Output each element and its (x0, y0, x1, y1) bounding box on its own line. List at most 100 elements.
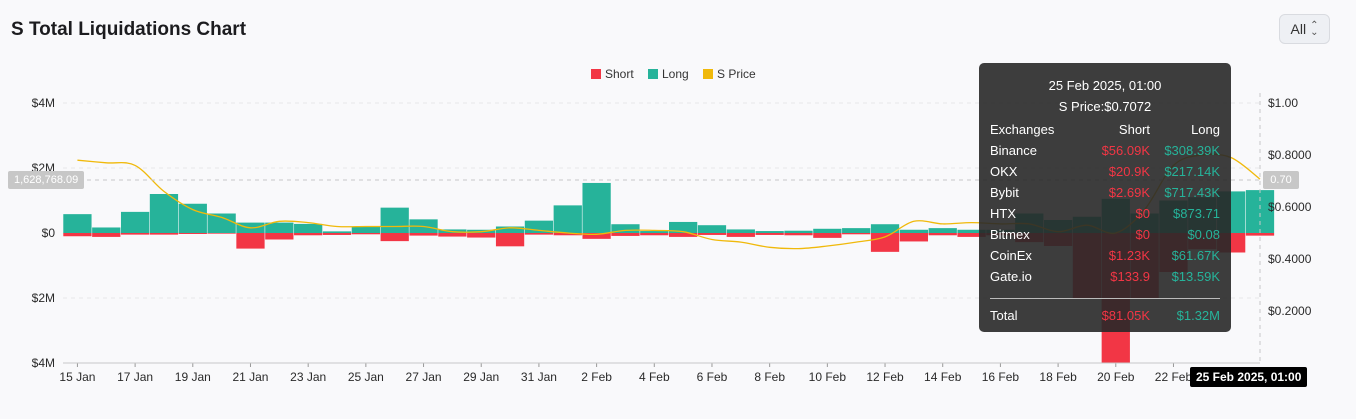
tooltip-total-short: $81.05K (1101, 308, 1150, 323)
tooltip-long: $0.08 (1187, 227, 1220, 242)
tooltip-long: $873.71 (1173, 206, 1220, 221)
x-tick-label: 31 Jan (521, 370, 557, 384)
tooltip-total-row: Total $81.05K $1.32M (990, 305, 1220, 326)
tooltip-header-long: Long (1191, 122, 1220, 137)
tooltip-long: $717.43K (1164, 185, 1220, 200)
x-tick-label: 12 Feb (866, 370, 904, 384)
tooltip-row: Bybit $2.69K $717.43K (990, 182, 1220, 203)
long-bar (149, 194, 179, 233)
legend-swatch (703, 69, 713, 79)
short-bar (842, 233, 871, 235)
long-bar (640, 231, 669, 233)
short-bar (870, 233, 900, 252)
tooltip-exchange: Gate.io (990, 269, 1032, 284)
tooltip-total-label: Total (990, 308, 1018, 323)
x-tick-label: 22 Feb (1155, 370, 1193, 384)
tooltip-long: $217.14K (1164, 164, 1220, 179)
tooltip-total-long: $1.32M (1176, 308, 1220, 323)
tooltip: 25 Feb 2025, 01:00 S Price:$0.7072 Excha… (979, 63, 1231, 332)
short-bar (380, 233, 409, 242)
tooltip-short: $133.9 (1110, 269, 1150, 284)
short-bar (668, 233, 698, 237)
long-bar (697, 225, 727, 233)
long-bar (813, 228, 842, 233)
tooltip-row: Binance $56.09K $308.39K (990, 140, 1220, 161)
long-bar (668, 221, 698, 233)
long-bar (178, 203, 207, 233)
right-tick-label: $0.8000 (1268, 148, 1312, 162)
legend-label: S Price (717, 67, 756, 81)
tooltip-header-row: Exchanges Short Long (990, 119, 1220, 140)
chevron-updown-icon: ⌃ ⌄ (1310, 20, 1319, 38)
tooltip-short: $0 (1135, 227, 1150, 242)
tooltip-exchange: Bitmex (990, 227, 1030, 242)
tooltip-exchange: OKX (990, 164, 1018, 179)
tooltip-row: Gate.io $133.9 $13.59K (990, 266, 1220, 287)
legend-swatch (648, 69, 658, 79)
tooltip-row: CoinEx $1.23K $61.67K (990, 245, 1220, 266)
x-tick-label: 29 Jan (463, 370, 499, 384)
x-tick-label: 19 Jan (175, 370, 211, 384)
tooltip-long: $13.59K (1171, 269, 1220, 284)
crosshair-left-value: 1,628,768.09 (8, 171, 85, 189)
short-bar (178, 233, 207, 234)
long-bar (120, 211, 150, 233)
tooltip-short: $2.69K (1108, 185, 1150, 200)
legend-label: Short (605, 67, 634, 81)
long-bar (265, 222, 294, 233)
short-bar (467, 233, 496, 238)
short-bar (899, 233, 929, 242)
tooltip-header-exchanges: Exchanges (990, 122, 1055, 137)
short-bar (438, 233, 467, 237)
range-select[interactable]: All ⌃ ⌄ (1279, 14, 1330, 44)
left-tick-label: $0 (42, 226, 56, 240)
x-tick-label: 25 Jan (348, 370, 384, 384)
long-bar (495, 226, 525, 233)
long-bar (553, 205, 582, 233)
x-tick-label: 27 Jan (406, 370, 442, 384)
tooltip-row: OKX $20.9K $217.14K (990, 161, 1220, 182)
short-bar (697, 233, 727, 235)
x-tick-label: 14 Feb (924, 370, 962, 384)
short-bar (63, 233, 92, 237)
tooltip-long: $308.39K (1164, 143, 1220, 158)
x-tick-label: 16 Feb (982, 370, 1020, 384)
crosshair (63, 93, 1261, 363)
short-bar (265, 233, 294, 240)
x-tick-label: 23 Jan (290, 370, 326, 384)
long-bar (928, 228, 957, 233)
x-tick-label: 10 Feb (809, 370, 847, 384)
axes: $4M$2M$0$2M$4M$1.00$0.8000$0.6000$0.4000… (32, 96, 1312, 384)
x-tick-label: 2 Feb (581, 370, 612, 384)
short-bar (294, 233, 323, 236)
crosshair-date: 25 Feb 2025, 01:00 (1190, 367, 1308, 387)
x-tick-label: 17 Jan (117, 370, 153, 384)
long-bar (92, 227, 121, 233)
tooltip-short: $20.9K (1108, 164, 1150, 179)
long-bar (294, 223, 323, 233)
short-bar (120, 233, 150, 235)
tooltip-exchange: Bybit (990, 185, 1019, 200)
tooltip-exchange: HTX (990, 206, 1016, 221)
legend-swatch (591, 69, 601, 79)
legend: Short Long S Price (591, 67, 756, 81)
short-bar (207, 233, 236, 234)
long-bar (351, 226, 380, 233)
crosshair-right-value: 0.70 (1263, 171, 1299, 189)
tooltip-row: HTX $0 $873.71 (990, 203, 1220, 224)
short-bar (784, 233, 813, 236)
short-bar (322, 233, 352, 235)
left-tick-label: $2M (32, 291, 55, 305)
tooltip-price: S Price:$0.7072 (1058, 99, 1152, 114)
range-select-value: All (1290, 21, 1307, 37)
tooltip-divider (990, 298, 1220, 299)
long-bar (870, 224, 900, 233)
long-bar (207, 213, 236, 233)
x-tick-label: 6 Feb (697, 370, 728, 384)
short-bar (409, 233, 438, 236)
short-bar (813, 233, 842, 238)
short-bar (149, 233, 179, 235)
x-tick-label: 15 Jan (59, 370, 95, 384)
right-tick-label: $1.00 (1268, 96, 1298, 110)
short-bar (495, 233, 525, 247)
